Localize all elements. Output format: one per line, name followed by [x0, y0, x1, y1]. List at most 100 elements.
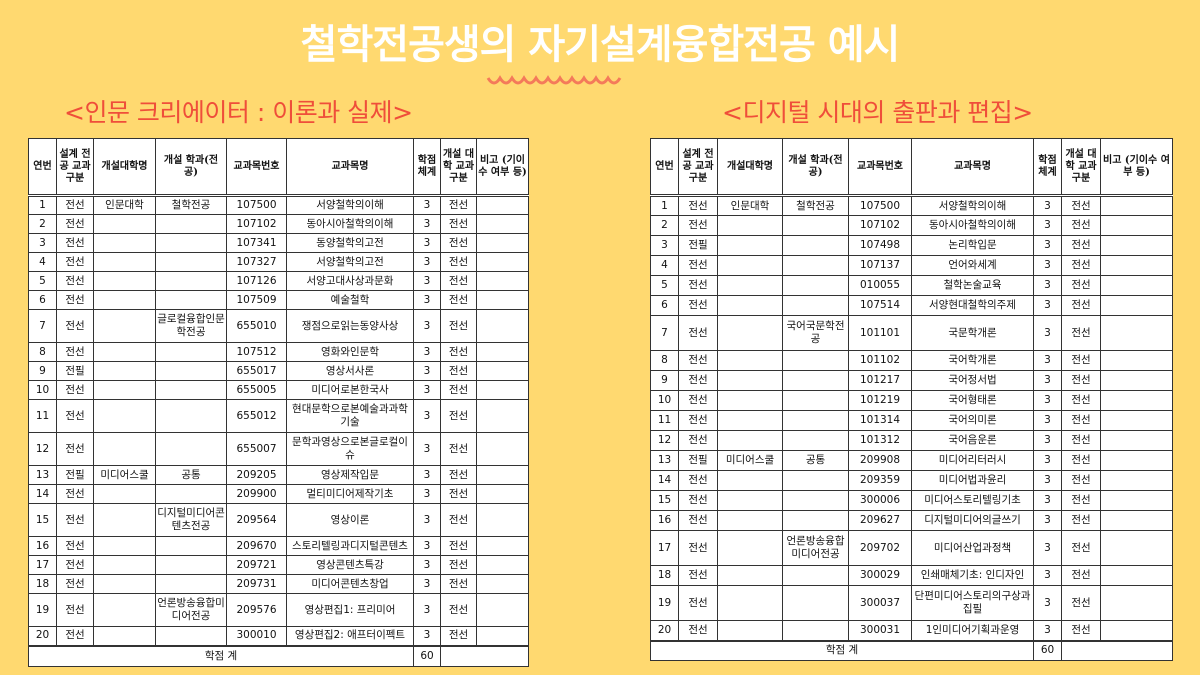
cell-course-code: 655012	[226, 399, 287, 433]
table-row: 13 전필 미디어스쿨 공통 209908 미디어리터러시 3 전선	[650, 450, 1173, 471]
cell-design-type: 전선	[56, 626, 94, 646]
cell-course-code: 101312	[848, 430, 912, 451]
cell-course-code: 655010	[226, 309, 287, 343]
cell-credits: 3	[1033, 370, 1062, 391]
right-subtitle: <디지털 시대의 출판과 편집>	[722, 98, 1033, 127]
cell-remarks	[476, 309, 529, 343]
cell-remarks	[1100, 370, 1173, 391]
cell-department	[782, 390, 849, 411]
cell-course-code: 209205	[226, 465, 287, 485]
table-row: 11 전선 101314 국어의미론 3 전선	[650, 410, 1173, 431]
cell-course-name: 문학과영상으로본글로컬이슈	[286, 432, 414, 466]
cell-college-type: 전선	[440, 252, 477, 272]
cell-department	[155, 432, 227, 466]
cell-course-name: 미디어법과윤리	[911, 470, 1034, 491]
cell-course-name: 동아시아철학의이해	[911, 215, 1034, 236]
table-row: 15 전선 디지털미디어콘텐츠전공 209564 영상이론 3 전선	[28, 503, 529, 537]
cell-course-name: 스토리텔링과디지털콘텐츠	[286, 536, 414, 556]
cell-remarks	[476, 536, 529, 556]
cell-row-number: 9	[650, 370, 679, 391]
table-row: 12 전선 655007 문학과영상으로본글로컬이슈 3 전선	[28, 432, 529, 466]
cell-college-name	[93, 593, 156, 627]
cell-department	[782, 215, 849, 236]
table-row: 7 전선 국어국문학전공 101101 국문학개론 3 전선	[650, 315, 1173, 351]
cell-department	[782, 585, 849, 621]
table-row: 19 전선 300037 단편미디어스토리의구상과집필 3 전선	[650, 585, 1173, 621]
table-row: 10 전선 655005 미디어로본한국사 3 전선	[28, 380, 529, 400]
cell-department	[155, 536, 227, 556]
cell-remarks	[1100, 620, 1173, 641]
table-row: 14 전선 209900 멀티미디어제작기초 3 전선	[28, 484, 529, 504]
cell-row-number: 6	[650, 295, 679, 316]
cell-department	[782, 490, 849, 511]
cell-college-name: 미디어스쿨	[717, 450, 783, 471]
cell-design-type: 전선	[678, 350, 718, 371]
total-label: 학점 계	[28, 644, 414, 667]
cell-remarks	[1100, 565, 1173, 586]
cell-design-type: 전선	[56, 399, 94, 433]
table-row: 8 전선 101102 국어학개론 3 전선	[650, 350, 1173, 371]
table-row: 6 전선 107509 예술철학 3 전선	[28, 290, 529, 310]
cell-remarks	[476, 465, 529, 485]
total-credits: 60	[1033, 639, 1062, 661]
cell-design-type: 전선	[56, 214, 94, 234]
cell-college-type: 전선	[1061, 350, 1101, 371]
cell-course-code: 655007	[226, 432, 287, 466]
cell-department	[155, 574, 227, 594]
header-remarks: 비고 (기이수 여부 등)	[1100, 138, 1173, 197]
cell-row-number: 11	[650, 410, 679, 431]
cell-department: 철학전공	[155, 195, 227, 215]
cell-design-type: 전선	[56, 536, 94, 556]
cell-course-code: 101314	[848, 410, 912, 431]
cell-course-name: 미디어로본한국사	[286, 380, 414, 400]
cell-remarks	[476, 503, 529, 537]
table-row: 13 전필 미디어스쿨 공통 209205 영상제작입문 3 전선	[28, 465, 529, 485]
header-credits: 학점 체계	[1033, 138, 1062, 197]
cell-course-code: 209702	[848, 530, 912, 566]
cell-row-number: 13	[650, 450, 679, 471]
cell-college-name	[717, 410, 783, 431]
cell-credits: 3	[413, 252, 441, 272]
cell-row-number: 7	[28, 309, 57, 343]
cell-course-code: 101219	[848, 390, 912, 411]
cell-credits: 3	[1033, 410, 1062, 431]
cell-course-code: 107102	[226, 214, 287, 234]
table-row: 2 전선 107102 동아시아철학의이해 3 전선	[28, 214, 529, 234]
cell-course-name: 서양고대사상과문화	[286, 271, 414, 291]
table-row: 5 전선 107126 서양고대사상과문화 3 전선	[28, 271, 529, 291]
header-course-code: 교과목번호	[848, 138, 912, 197]
cell-course-code: 107498	[848, 235, 912, 256]
table-row: 2 전선 107102 동아시아철학의이해 3 전선	[650, 215, 1173, 236]
cell-credits: 3	[413, 626, 441, 646]
cell-course-name: 현대문학으로본예술과과학기술	[286, 399, 414, 433]
table-row: 1 전선 인문대학 철학전공 107500 서양철학의이해 3 전선	[650, 195, 1173, 216]
cell-credits: 3	[1033, 235, 1062, 256]
cell-remarks	[476, 271, 529, 291]
table-row: 6 전선 107514 서양현대철학의주제 3 전선	[650, 295, 1173, 316]
cell-row-number: 1	[650, 195, 679, 216]
cell-college-name	[717, 315, 783, 351]
cell-design-type: 전선	[678, 390, 718, 411]
wavy-divider	[486, 75, 622, 85]
cell-college-name	[93, 432, 156, 466]
header-college-name: 개설대학명	[717, 138, 783, 197]
cell-design-type: 전선	[678, 470, 718, 491]
cell-department	[782, 235, 849, 256]
cell-row-number: 12	[650, 430, 679, 451]
table-row: 16 전선 209670 스토리텔링과디지털콘텐츠 3 전선	[28, 536, 529, 556]
cell-row-number: 17	[650, 530, 679, 566]
cell-row-number: 15	[28, 503, 57, 537]
cell-credits: 3	[1033, 275, 1062, 296]
cell-row-number: 11	[28, 399, 57, 433]
cell-department: 공통	[155, 465, 227, 485]
cell-college-type: 전선	[1061, 295, 1101, 316]
cell-college-name	[717, 235, 783, 256]
slide-title: 철학전공생의 자기설계융합전공 예시	[300, 22, 901, 68]
cell-college-name	[717, 620, 783, 641]
cell-remarks	[1100, 195, 1173, 216]
cell-design-type: 전선	[56, 503, 94, 537]
cell-course-name: 동양철학의고전	[286, 233, 414, 253]
cell-college-name	[93, 380, 156, 400]
cell-college-name	[717, 530, 783, 566]
cell-row-number: 20	[28, 626, 57, 646]
